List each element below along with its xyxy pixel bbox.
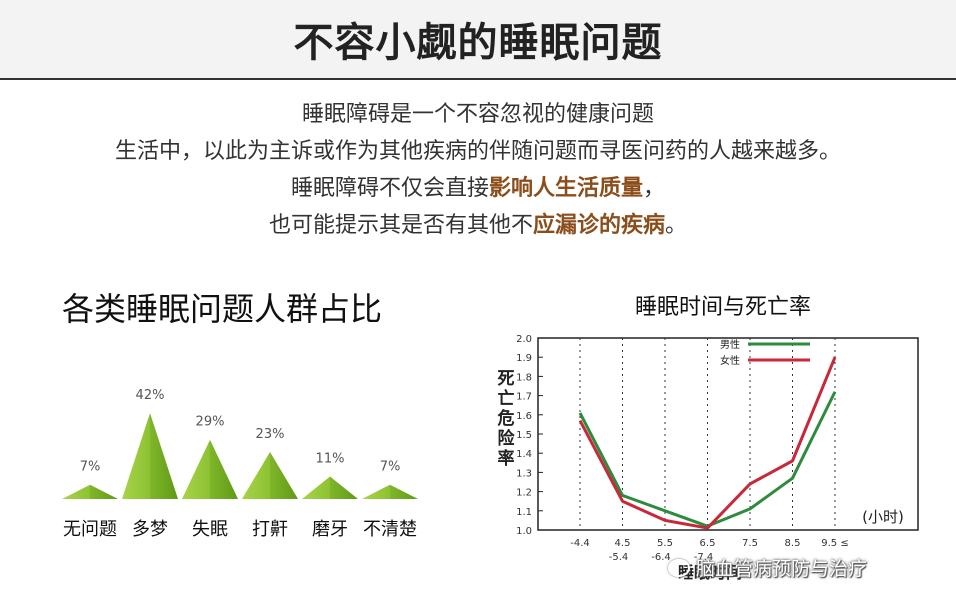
intro-line-4: 也可能提示其是否有其他不应漏诊的疾病。 xyxy=(0,207,956,244)
peak-left-face xyxy=(362,484,390,499)
peak-left-face xyxy=(182,439,210,499)
y-tick-label: 1.5 xyxy=(516,430,532,441)
y-tick-label: 1.6 xyxy=(516,411,532,422)
sleep-mortality-line-chart: 睡眠时间与死亡率 1.0 1.1 1.2 1.3 1.4 1.5 1.6 1.7 1.8 1.9 2… xyxy=(497,295,919,582)
intro-line-2: 生活中，以此为主诉或作为其他疾病的伴随问题而寻医问药的人越来越多。 xyxy=(114,139,841,164)
peak-category-label: 打鼾 xyxy=(252,519,288,540)
y-tick-label: 1.2 xyxy=(516,488,532,499)
line-chart-title: 睡眠时间与死亡率 xyxy=(635,295,811,320)
intro-text: 睡眠障碍是一个不容忽视的健康问题 生活中，以此为主诉或作为其他疾病的伴随问题而寻… xyxy=(0,96,956,244)
watermark: 脑血管病预防与治疗 xyxy=(668,554,867,581)
peak-value-label: 7% xyxy=(80,460,101,475)
y-axis-label-char: 险 xyxy=(498,428,516,449)
x-unit-label: (小时) xyxy=(862,508,904,526)
x-tick-label-lower: -5.4 xyxy=(609,552,629,563)
peak-right-face xyxy=(150,413,178,499)
x-tick-label: 4.5 xyxy=(615,538,631,549)
peak-left-face xyxy=(62,484,90,499)
wechat-icon xyxy=(668,558,690,577)
peak-value-label: 11% xyxy=(316,452,345,467)
y-tick-label: 1.0 xyxy=(516,526,532,537)
peak-category-label: 失眠 xyxy=(192,519,228,540)
peak-category-label: 无问题 xyxy=(63,519,117,540)
peak-category-label: 磨牙 xyxy=(312,519,348,540)
peak-value-label: 7% xyxy=(380,460,401,475)
intro-line-4-text: 也可能提示其是否有其他不 xyxy=(268,213,533,238)
peak-category-label: 不清楚 xyxy=(363,519,417,540)
page-title: 不容小觑的睡眠问题 xyxy=(293,20,663,66)
sleep-problem-peak-chart: 7% 无问题 42% 多梦 29% 失眠 23% 打鼾 11% 磨牙 7% 不清楚 xyxy=(62,388,418,540)
legend-label: 男性 xyxy=(720,338,740,351)
y-axis-label-char: 死 xyxy=(498,369,515,389)
peak-value-label: 42% xyxy=(136,388,165,403)
intro-line-1: 睡眠障碍是一个不容忽视的健康问题 xyxy=(301,102,654,127)
peak-left-face xyxy=(302,476,330,499)
x-tick-label-lower: -6.4 xyxy=(651,552,671,563)
watermark-text: 脑血管病预防与治疗 xyxy=(696,558,868,580)
x-tick-label: 5.5 xyxy=(657,538,673,549)
x-tick-label-lower: -7.4 xyxy=(694,552,714,563)
x-tick-label: 6.5 xyxy=(700,538,716,549)
peak-value-label: 29% xyxy=(196,415,225,430)
y-tick-label: 1.7 xyxy=(516,392,532,403)
intro-highlight-disease: 应漏诊的疾病 xyxy=(532,213,665,238)
left-chart-title: 各类睡眠问题人群占比 xyxy=(62,290,383,328)
intro-line-3-punct: ， xyxy=(643,176,666,201)
peak-left-face xyxy=(122,413,150,499)
legend-label: 女性 xyxy=(720,354,740,367)
peak-value-label: 23% xyxy=(256,427,285,442)
x-axis-label: 睡眠时间 xyxy=(678,563,742,582)
peak-right-face xyxy=(210,439,238,499)
y-tick-label: 1.1 xyxy=(516,507,532,518)
intro-highlight-quality: 影响人生活质量 xyxy=(488,176,643,201)
y-axis-label-char: 亡 xyxy=(498,388,515,409)
y-tick-label: 1.8 xyxy=(516,372,532,383)
intro-line-3-text: 睡眠障碍不仅会直接 xyxy=(290,176,489,201)
x-tick-label: -4.4 xyxy=(570,538,590,549)
intro-line-4-punct: 。 xyxy=(665,213,688,238)
peak-category-label: 多梦 xyxy=(132,519,168,540)
y-tick-label: 1.9 xyxy=(516,353,532,364)
y-axis-label-char: 危 xyxy=(497,408,515,429)
intro-line-3: 睡眠障碍不仅会直接影响人生活质量， xyxy=(0,170,956,207)
x-tick-label: 9.5 ≤ xyxy=(821,538,848,549)
peak-right-face xyxy=(390,484,418,499)
x-tick-label: 7.5 xyxy=(742,538,758,549)
peak-right-face xyxy=(330,476,358,499)
peak-right-face xyxy=(270,451,298,499)
x-tick-label: 8.5 xyxy=(785,538,801,549)
peak-right-face xyxy=(90,484,118,499)
y-tick-label: 1.3 xyxy=(516,468,532,479)
y-tick-label: 2.0 xyxy=(516,334,532,345)
header: 不容小觑的睡眠问题 xyxy=(0,0,956,80)
peak-left-face xyxy=(242,451,270,499)
y-tick-label: 1.4 xyxy=(516,449,532,460)
female-series-line xyxy=(578,356,837,530)
y-axis-label-char: 率 xyxy=(498,448,515,469)
